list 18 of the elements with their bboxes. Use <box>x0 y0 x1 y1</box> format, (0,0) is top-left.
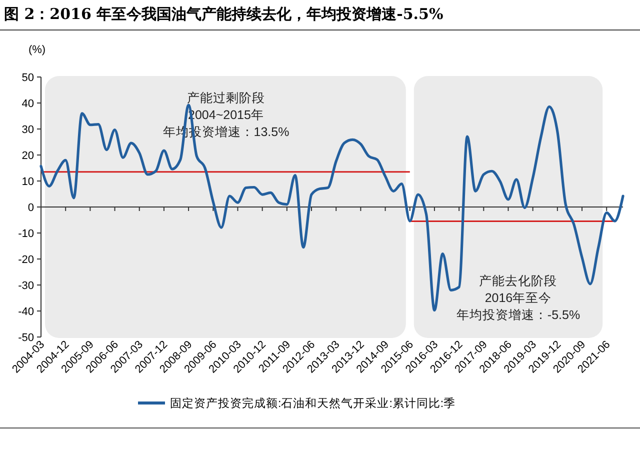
y-tick-label: -40 <box>18 306 34 318</box>
y-tick-label: -30 <box>18 280 34 292</box>
y-tick-label: 10 <box>22 176 34 188</box>
y-tick-label: 20 <box>22 150 34 162</box>
y-tick-label: 40 <box>22 98 34 110</box>
y-tick-label: 50 <box>22 72 34 84</box>
chart-title: 图 2：2016 年至今我国油气产能持续去化，年均投资增速-5.5% <box>4 5 444 23</box>
annotation: 2016年至今 <box>484 291 552 305</box>
legend-label: 固定资产投资完成额:石油和天然气开采业:累计同比:季 <box>170 396 456 410</box>
y-tick-label: -50 <box>18 332 34 344</box>
y-tick-label: 30 <box>22 124 34 136</box>
annotation: 产能去化阶段 <box>479 274 558 288</box>
y-tick-label: -20 <box>18 254 34 266</box>
y-axis-title: (%) <box>28 44 46 56</box>
y-tick-label: 0 <box>28 202 34 214</box>
y-tick-label: -10 <box>18 228 34 240</box>
annotation: 产能过剩阶段 <box>187 91 265 105</box>
annotation: 年均投资增速：-5.5% <box>456 308 580 322</box>
